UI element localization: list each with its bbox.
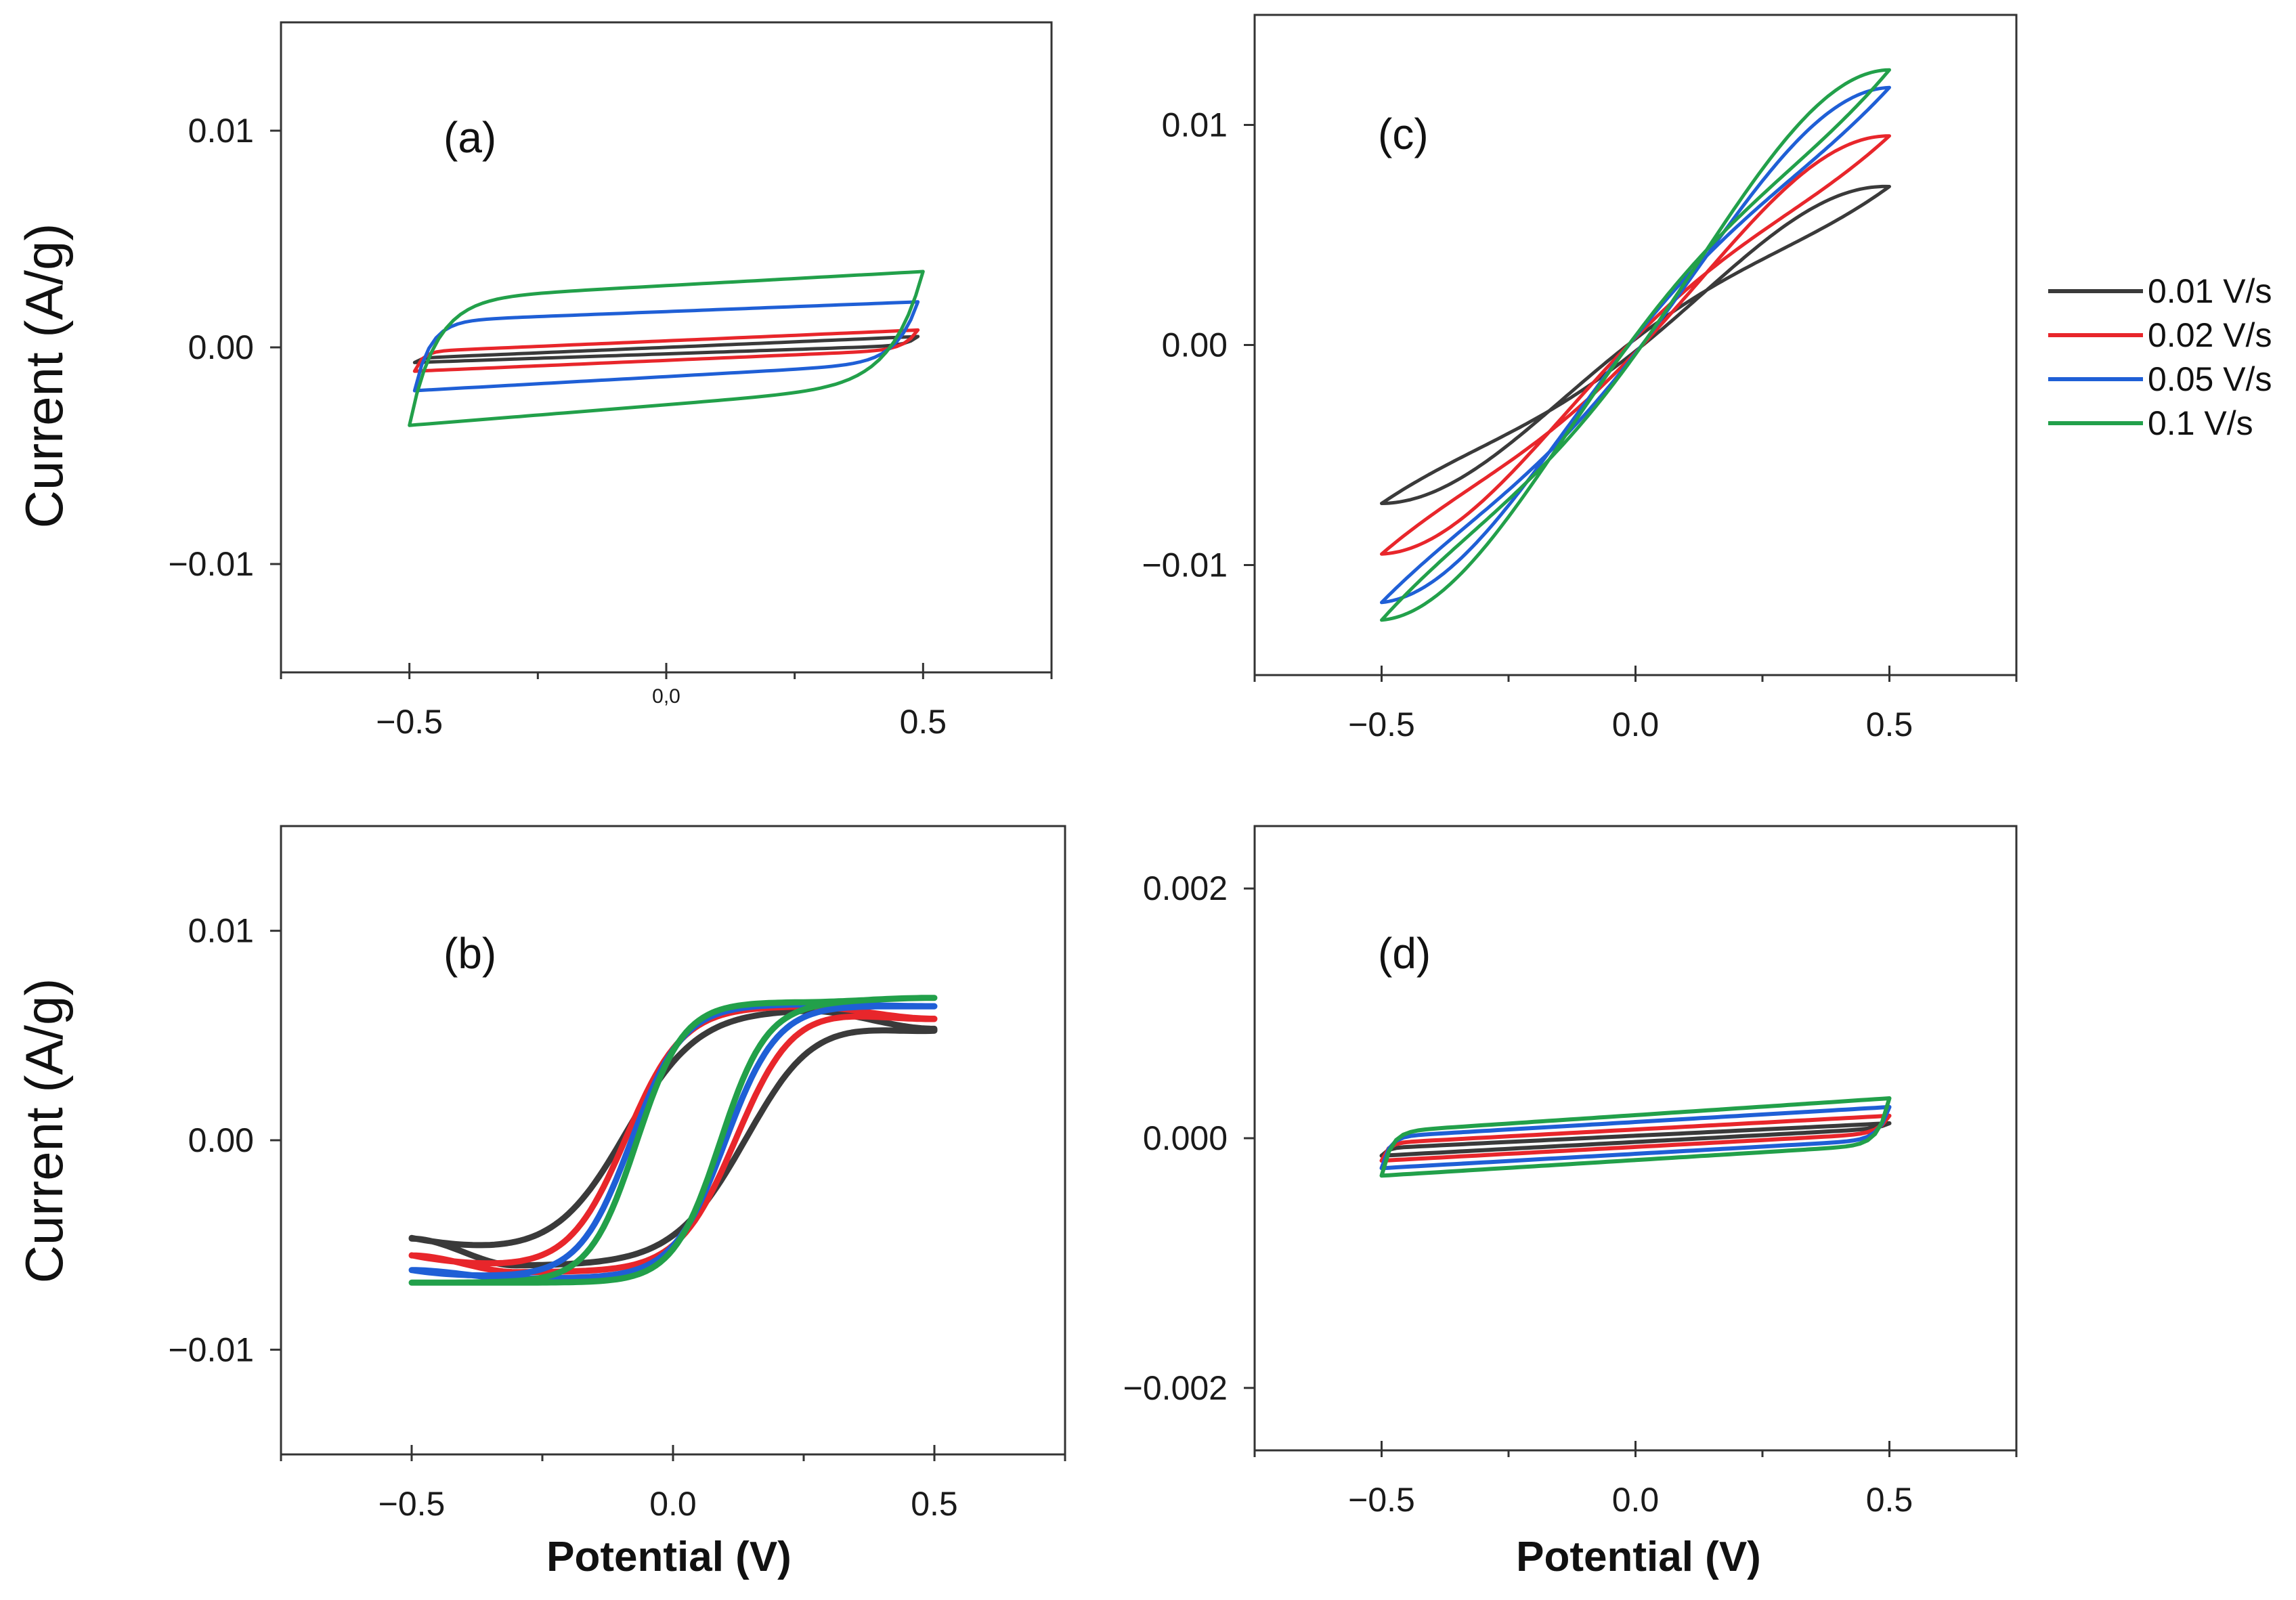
panel-a-ytick-label: 0.00: [188, 328, 254, 366]
panel-c-ytick-label: 0.01: [1162, 106, 1228, 144]
panel-a-label: (a): [443, 113, 496, 162]
panel-b-ytick-label: −0.01: [168, 1331, 254, 1368]
panel-b: −0.5 0.0 0.5 0.01 0.00 −0.01 (b) Current (A/g…: [14, 825, 1066, 1580]
panel-b-ylabel: Current (A/g): [14, 978, 74, 1284]
panel-c-label: (c): [1378, 110, 1429, 158]
panel-a-curves: [408, 269, 925, 427]
panel-b-series-0.1: [408, 995, 938, 1286]
legend-label-0.01: 0.01 V/s: [2148, 272, 2272, 310]
panel-b-xtick-label: 0.0: [649, 1485, 697, 1523]
panel-d-label: (d): [1378, 929, 1431, 978]
panel-c: −0.5 0.0 0.5 0.01 0.00 −0.01 (c): [1142, 14, 2018, 743]
panel-d: −0.5 0.0 0.5 0.002 0.000 −0.002 (d) Potential…: [1123, 825, 2018, 1580]
panel-a-series-0.05: [412, 300, 920, 393]
panel-c-xtick-label: −0.5: [1348, 706, 1415, 743]
panel-a: −0.5 0,0 0.5 0.01 0.00 −0.01 (a) Current (A/g…: [14, 21, 1053, 741]
panel-d-curves: [1379, 1096, 1892, 1178]
panel-b-curves: [408, 995, 938, 1286]
panel-d-ytick-label: −0.002: [1123, 1369, 1228, 1407]
panel-d-series-0.05: [1379, 1104, 1892, 1171]
panel-b-xlabel: Potential (V): [546, 1534, 792, 1580]
panel-d-series-0.02: [1379, 1113, 1892, 1163]
panel-a-series-0.02: [412, 328, 920, 373]
panel-b-ytick-label: 0.00: [188, 1121, 254, 1159]
panel-c-xtick-label: 0.5: [1866, 706, 1913, 743]
panel-d-ytick-label: 0.002: [1143, 869, 1228, 907]
panel-d-xlabel: Potential (V): [1516, 1534, 1761, 1580]
panel-a-xtick-label: −0.5: [376, 703, 443, 741]
legend-label-0.05: 0.05 V/s: [2148, 360, 2272, 398]
panel-c-series-0.1: [1380, 68, 1891, 622]
panel-b-xtick-label: 0.5: [911, 1485, 958, 1523]
panel-a-ytick-label: 0.01: [188, 112, 254, 150]
panel-b-ticks: −0.5 0.0 0.5 0.01 0.00 −0.01: [168, 912, 1066, 1523]
panel-a-ylabel: Current (A/g): [14, 223, 74, 529]
panel-c-ticks: −0.5 0.0 0.5 0.01 0.00 −0.01: [1142, 106, 2018, 743]
panel-b-label: (b): [443, 929, 496, 978]
panel-d-ticks: −0.5 0.0 0.5 0.002 0.000 −0.002: [1123, 869, 2018, 1519]
panel-c-curves: [1380, 68, 1891, 622]
panel-a-series-0.1: [408, 269, 925, 427]
panel-c-series-0.01: [1380, 184, 1891, 505]
panel-c-xtick-label: 0.0: [1612, 706, 1660, 743]
panel-a-ytick-label: −0.01: [168, 545, 254, 583]
panel-b-xtick-label: −0.5: [378, 1485, 446, 1523]
panel-a-series-0.01: [412, 334, 920, 364]
panel-c-ytick-label: 0.00: [1162, 326, 1228, 364]
panel-d-series-0.01: [1379, 1121, 1892, 1158]
panel-c-series-0.02: [1380, 134, 1891, 556]
panel-c-ytick-label: −0.01: [1142, 546, 1228, 584]
panel-d-ytick-label: 0.000: [1143, 1119, 1228, 1157]
panel-d-series-0.1: [1379, 1096, 1892, 1178]
legend-label-0.02: 0.02 V/s: [2148, 316, 2272, 354]
panel-d-xtick-label: 0.5: [1866, 1481, 1913, 1519]
panel-c-series-0.05: [1380, 85, 1891, 605]
legend-label-0.1: 0.1 V/s: [2148, 404, 2253, 442]
panel-d-xtick-label: 0.0: [1612, 1481, 1660, 1519]
panel-a-ticks: −0.5 0,0 0.5 0.01 0.00 −0.01: [168, 112, 1053, 741]
panel-b-series-0.01: [408, 1008, 938, 1269]
panel-a-xtick-label: 0,0: [652, 685, 680, 708]
legend: 0.01 V/s 0.02 V/s 0.05 V/s 0.1 V/s: [2048, 272, 2272, 442]
panel-a-xtick-label: 0.5: [900, 703, 947, 741]
panel-b-ytick-label: 0.01: [188, 912, 254, 950]
panel-d-xtick-label: −0.5: [1348, 1481, 1415, 1519]
